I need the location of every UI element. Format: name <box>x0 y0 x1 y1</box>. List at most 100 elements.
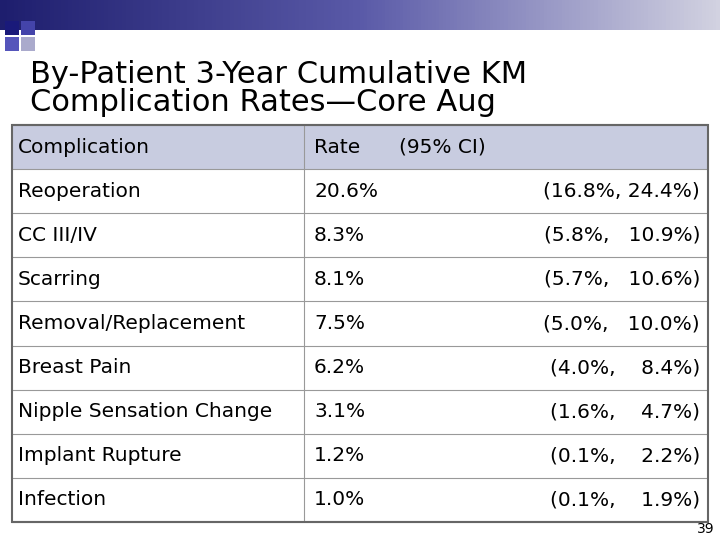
FancyBboxPatch shape <box>493 0 498 30</box>
Text: 8.1%: 8.1% <box>314 270 365 289</box>
Text: Reoperation: Reoperation <box>18 181 140 201</box>
Text: Scarring: Scarring <box>18 270 102 289</box>
FancyBboxPatch shape <box>83 0 87 30</box>
FancyBboxPatch shape <box>630 0 634 30</box>
FancyBboxPatch shape <box>29 0 33 30</box>
FancyBboxPatch shape <box>702 0 706 30</box>
FancyBboxPatch shape <box>245 0 249 30</box>
FancyBboxPatch shape <box>490 0 494 30</box>
FancyBboxPatch shape <box>421 0 426 30</box>
FancyBboxPatch shape <box>12 434 708 478</box>
FancyBboxPatch shape <box>464 0 469 30</box>
FancyBboxPatch shape <box>230 0 235 30</box>
FancyBboxPatch shape <box>450 0 454 30</box>
FancyBboxPatch shape <box>608 0 613 30</box>
Text: CC III/IV: CC III/IV <box>18 226 97 245</box>
FancyBboxPatch shape <box>7 0 12 30</box>
FancyBboxPatch shape <box>680 0 685 30</box>
FancyBboxPatch shape <box>648 0 652 30</box>
FancyBboxPatch shape <box>270 0 274 30</box>
Text: (1.6%,    4.7%): (1.6%, 4.7%) <box>550 402 700 421</box>
FancyBboxPatch shape <box>86 0 91 30</box>
Text: Complication: Complication <box>18 138 150 157</box>
FancyBboxPatch shape <box>194 0 199 30</box>
Text: Removal/Replacement: Removal/Replacement <box>18 314 245 333</box>
FancyBboxPatch shape <box>115 0 120 30</box>
FancyBboxPatch shape <box>259 0 264 30</box>
FancyBboxPatch shape <box>137 0 141 30</box>
FancyBboxPatch shape <box>544 0 548 30</box>
Text: 3.1%: 3.1% <box>314 402 365 421</box>
Text: 39: 39 <box>698 522 715 536</box>
FancyBboxPatch shape <box>605 0 609 30</box>
FancyBboxPatch shape <box>112 0 116 30</box>
FancyBboxPatch shape <box>90 0 94 30</box>
Text: 8.3%: 8.3% <box>314 226 365 245</box>
Text: 1.2%: 1.2% <box>314 447 365 465</box>
FancyBboxPatch shape <box>234 0 238 30</box>
FancyBboxPatch shape <box>32 0 37 30</box>
Bar <box>12 125 708 522</box>
FancyBboxPatch shape <box>385 0 390 30</box>
FancyBboxPatch shape <box>716 0 720 30</box>
FancyBboxPatch shape <box>572 0 577 30</box>
FancyBboxPatch shape <box>547 0 552 30</box>
Text: (0.1%,    1.9%): (0.1%, 1.9%) <box>550 490 700 509</box>
FancyBboxPatch shape <box>346 0 350 30</box>
FancyBboxPatch shape <box>331 0 336 30</box>
Text: Implant Rupture: Implant Rupture <box>18 447 181 465</box>
FancyBboxPatch shape <box>353 0 357 30</box>
FancyBboxPatch shape <box>612 0 616 30</box>
FancyBboxPatch shape <box>673 0 678 30</box>
FancyBboxPatch shape <box>248 0 253 30</box>
FancyBboxPatch shape <box>310 0 314 30</box>
FancyBboxPatch shape <box>241 0 246 30</box>
FancyBboxPatch shape <box>238 0 242 30</box>
FancyBboxPatch shape <box>302 0 307 30</box>
FancyBboxPatch shape <box>684 0 688 30</box>
FancyBboxPatch shape <box>698 0 703 30</box>
FancyBboxPatch shape <box>21 21 35 35</box>
FancyBboxPatch shape <box>12 346 708 390</box>
FancyBboxPatch shape <box>371 0 375 30</box>
FancyBboxPatch shape <box>558 0 562 30</box>
FancyBboxPatch shape <box>12 301 708 346</box>
FancyBboxPatch shape <box>58 0 62 30</box>
FancyBboxPatch shape <box>338 0 343 30</box>
FancyBboxPatch shape <box>317 0 321 30</box>
FancyBboxPatch shape <box>472 0 476 30</box>
FancyBboxPatch shape <box>176 0 181 30</box>
FancyBboxPatch shape <box>173 0 177 30</box>
FancyBboxPatch shape <box>202 0 206 30</box>
FancyBboxPatch shape <box>590 0 595 30</box>
FancyBboxPatch shape <box>349 0 354 30</box>
FancyBboxPatch shape <box>122 0 127 30</box>
Text: (16.8%, 24.4%): (16.8%, 24.4%) <box>544 181 700 201</box>
Text: 20.6%: 20.6% <box>314 181 378 201</box>
FancyBboxPatch shape <box>367 0 372 30</box>
FancyBboxPatch shape <box>468 0 472 30</box>
FancyBboxPatch shape <box>634 0 638 30</box>
Text: (95% CI): (95% CI) <box>399 138 486 157</box>
FancyBboxPatch shape <box>396 0 400 30</box>
FancyBboxPatch shape <box>616 0 620 30</box>
FancyBboxPatch shape <box>94 0 98 30</box>
FancyBboxPatch shape <box>155 0 159 30</box>
Text: (4.0%,    8.4%): (4.0%, 8.4%) <box>550 358 700 377</box>
FancyBboxPatch shape <box>536 0 541 30</box>
FancyBboxPatch shape <box>565 0 570 30</box>
FancyBboxPatch shape <box>288 0 292 30</box>
FancyBboxPatch shape <box>21 37 35 51</box>
FancyBboxPatch shape <box>68 0 73 30</box>
Text: Infection: Infection <box>18 490 106 509</box>
FancyBboxPatch shape <box>677 0 681 30</box>
FancyBboxPatch shape <box>281 0 285 30</box>
FancyBboxPatch shape <box>475 0 480 30</box>
FancyBboxPatch shape <box>569 0 573 30</box>
FancyBboxPatch shape <box>12 258 708 301</box>
FancyBboxPatch shape <box>0 0 4 30</box>
FancyBboxPatch shape <box>382 0 386 30</box>
FancyBboxPatch shape <box>209 0 213 30</box>
FancyBboxPatch shape <box>479 0 483 30</box>
FancyBboxPatch shape <box>191 0 195 30</box>
